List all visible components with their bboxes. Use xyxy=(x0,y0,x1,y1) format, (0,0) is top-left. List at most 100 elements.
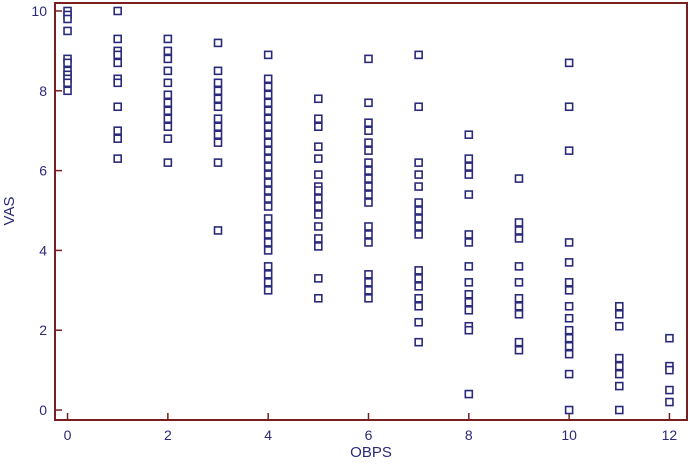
data-point xyxy=(163,34,173,44)
data-point xyxy=(314,154,323,163)
data-point xyxy=(464,389,474,399)
data-point xyxy=(364,166,373,175)
data-point xyxy=(614,309,624,319)
data-point xyxy=(213,226,223,235)
data-point xyxy=(514,226,524,235)
data-point xyxy=(263,146,273,155)
data-point xyxy=(263,230,273,239)
data-point xyxy=(414,198,423,207)
data-point xyxy=(63,58,72,68)
data-point xyxy=(63,14,72,24)
data-point xyxy=(564,369,574,379)
data-point xyxy=(113,102,122,112)
data-point xyxy=(564,333,574,343)
data-point xyxy=(364,146,373,155)
data-point xyxy=(113,6,122,16)
data-point xyxy=(564,238,574,247)
data-point xyxy=(514,262,524,271)
data-point xyxy=(614,361,624,371)
data-point xyxy=(163,158,173,167)
data-point xyxy=(113,134,122,143)
data-point xyxy=(263,170,273,179)
data-point xyxy=(665,385,674,395)
data-point xyxy=(314,274,323,283)
data-point xyxy=(314,234,323,243)
data-point xyxy=(163,46,173,56)
data-point xyxy=(564,146,574,155)
data-point xyxy=(364,126,373,135)
data-point xyxy=(464,297,474,307)
data-point xyxy=(263,162,273,171)
data-point xyxy=(163,106,173,116)
x-tick-label: 2 xyxy=(164,427,172,443)
data-point xyxy=(414,182,423,191)
data-point xyxy=(63,86,72,96)
data-points xyxy=(63,6,674,415)
data-point xyxy=(414,170,423,179)
data-point xyxy=(263,82,273,92)
data-point xyxy=(263,186,273,195)
data-point xyxy=(665,333,674,343)
data-point xyxy=(263,90,273,100)
data-point xyxy=(263,286,273,295)
data-point xyxy=(464,278,474,287)
data-point xyxy=(614,321,624,331)
data-point xyxy=(564,349,574,359)
data-point xyxy=(113,58,122,68)
data-point xyxy=(564,325,574,335)
data-point xyxy=(213,94,223,104)
data-point xyxy=(364,98,373,108)
y-tick-label: 4 xyxy=(39,242,47,258)
data-point xyxy=(364,198,373,207)
data-point xyxy=(263,122,273,132)
data-point xyxy=(263,270,273,279)
data-point xyxy=(113,50,122,60)
data-point xyxy=(464,190,474,199)
data-point xyxy=(464,262,474,271)
data-point xyxy=(364,270,373,279)
data-point xyxy=(263,114,273,124)
data-point xyxy=(564,313,574,323)
data-point xyxy=(614,369,624,379)
data-point xyxy=(163,134,173,143)
x-tick-label: 4 xyxy=(264,427,272,443)
data-point xyxy=(364,182,373,191)
data-point xyxy=(414,282,423,291)
data-point xyxy=(414,50,423,60)
data-point xyxy=(113,154,122,163)
data-point xyxy=(414,293,423,303)
plot-area-frame xyxy=(54,2,688,421)
data-point xyxy=(113,126,122,135)
data-point xyxy=(163,114,173,124)
data-point xyxy=(163,66,173,76)
data-point xyxy=(414,266,423,275)
data-point xyxy=(514,309,524,319)
data-point xyxy=(213,138,223,147)
data-point xyxy=(364,238,373,247)
y-axis-title: VAS xyxy=(1,197,18,226)
data-point xyxy=(314,202,323,211)
data-point xyxy=(564,258,574,267)
data-point xyxy=(163,78,173,88)
data-point xyxy=(263,246,273,255)
data-point xyxy=(665,365,674,375)
data-point xyxy=(314,222,323,231)
data-point xyxy=(514,345,524,355)
data-point xyxy=(263,98,273,108)
data-point xyxy=(414,222,423,231)
data-point xyxy=(564,102,574,112)
data-point xyxy=(364,222,373,231)
data-point xyxy=(414,230,423,239)
data-point xyxy=(314,210,323,219)
data-point xyxy=(63,78,72,88)
data-point xyxy=(314,194,323,203)
data-point xyxy=(564,405,574,415)
data-point xyxy=(464,170,474,179)
data-point xyxy=(514,174,524,183)
data-point xyxy=(113,34,122,44)
data-point xyxy=(263,138,273,147)
data-point xyxy=(263,238,273,247)
data-point xyxy=(263,178,273,187)
data-point xyxy=(514,301,524,311)
